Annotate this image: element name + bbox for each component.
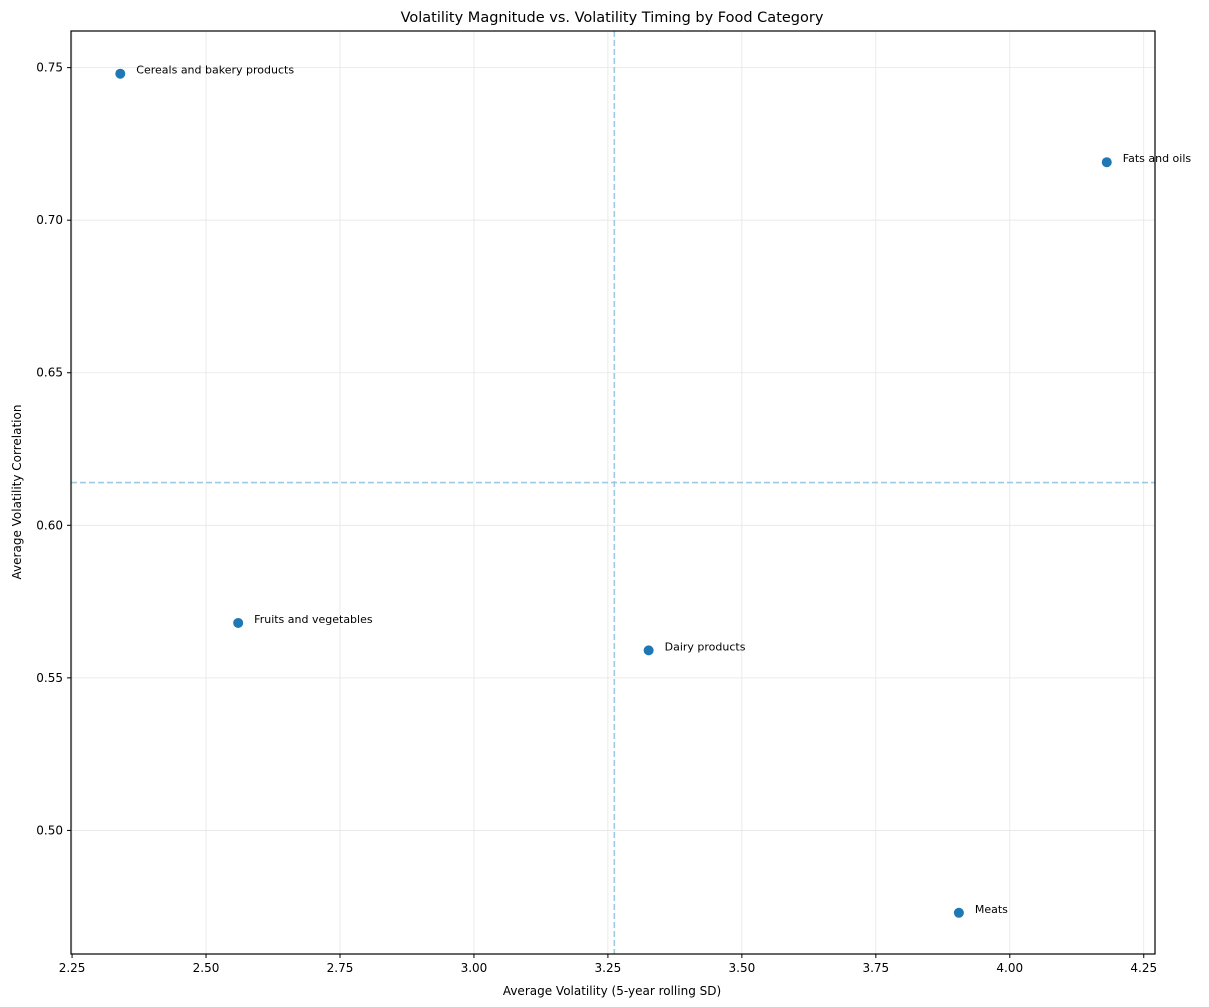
point-label: Dairy products — [665, 640, 746, 653]
y-axis-label: Average Volatility Correlation — [10, 405, 24, 580]
data-point — [953, 907, 964, 918]
y-tick-label: 0.75 — [36, 61, 63, 75]
grid-lines — [71, 31, 1155, 954]
data-point — [233, 617, 244, 628]
y-axis-ticks: 0.50 0.55 0.60 0.65 0.70 0.75 — [36, 61, 71, 837]
point-label: Meats — [975, 903, 1008, 916]
x-tick-label: 3.25 — [595, 961, 622, 975]
y-tick-label: 0.55 — [36, 671, 63, 685]
reference-lines — [71, 31, 1155, 954]
x-tick-label: 2.25 — [59, 961, 86, 975]
point-label: Fats and oils — [1123, 152, 1192, 165]
chart-title: Volatility Magnitude vs. Volatility Timi… — [401, 10, 824, 26]
x-tick-label: 3.75 — [862, 961, 889, 975]
data-point — [1101, 157, 1112, 168]
data-points: Cereals and bakery products Fats and oils… — [115, 64, 1191, 918]
x-axis-ticks: 2.25 2.50 2.75 3.00 3.25 3.50 3.75 4.00 4.25 — [59, 954, 1157, 975]
x-tick-label: 2.75 — [327, 961, 354, 975]
x-tick-label: 3.50 — [729, 961, 756, 975]
data-point — [115, 68, 126, 79]
x-tick-label: 4.25 — [1130, 961, 1157, 975]
data-point — [643, 645, 654, 656]
x-tick-label: 3.00 — [461, 961, 488, 975]
plot-frame — [70, 30, 1156, 955]
point-label: Fruits and vegetables — [254, 613, 373, 626]
y-tick-label: 0.70 — [36, 213, 63, 227]
point-label: Cereals and bakery products — [136, 64, 294, 77]
x-tick-label: 2.50 — [193, 961, 220, 975]
y-tick-label: 0.60 — [36, 518, 63, 532]
y-tick-label: 0.65 — [36, 366, 63, 380]
y-tick-label: 0.50 — [36, 823, 63, 837]
x-axis-label: Average Volatility (5-year rolling SD) — [503, 984, 721, 998]
x-tick-label: 4.00 — [996, 961, 1023, 975]
